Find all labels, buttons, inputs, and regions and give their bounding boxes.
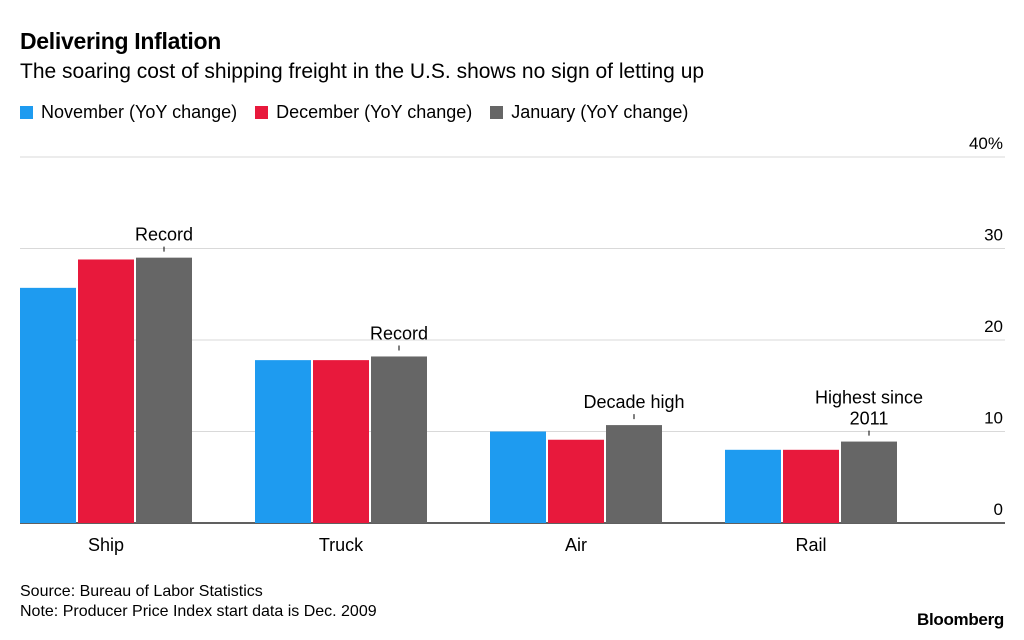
bar-ship-january bbox=[136, 257, 192, 523]
x-tick-label-air: Air bbox=[565, 535, 587, 555]
legend-swatch-november bbox=[20, 106, 33, 119]
bar-truck-november bbox=[255, 360, 311, 523]
x-tick-label-ship: Ship bbox=[88, 535, 124, 555]
y-tick-label-2: 20 bbox=[984, 317, 1003, 336]
annotation-label-ship: Record bbox=[135, 225, 193, 245]
legend-item-november: November (YoY change) bbox=[20, 102, 237, 123]
legend-swatch-december bbox=[255, 106, 269, 119]
y-tick-label-4: 40% bbox=[969, 134, 1003, 153]
legend: November (YoY change) December (YoY chan… bbox=[20, 102, 688, 123]
bar-air-january bbox=[606, 425, 662, 523]
y-tick-label-1: 10 bbox=[984, 409, 1003, 428]
annotation-label-rail-1: 2011 bbox=[850, 409, 889, 429]
chart-subtitle: The soaring cost of shipping freight in … bbox=[20, 60, 705, 83]
legend-swatch-january bbox=[490, 106, 504, 119]
bar-ship-november bbox=[20, 287, 76, 523]
bar-rail-december bbox=[783, 449, 839, 523]
bar-air-november bbox=[490, 431, 546, 523]
bar-ship-december bbox=[78, 259, 134, 523]
legend-item-january: January (YoY change) bbox=[490, 102, 688, 123]
legend-label-january: January (YoY change) bbox=[511, 102, 689, 122]
bar-air-december bbox=[548, 439, 604, 523]
annotation-label-air: Decade high bbox=[583, 392, 684, 412]
chart-title: Delivering Inflation bbox=[20, 28, 222, 54]
legend-label-december: December (YoY change) bbox=[276, 102, 473, 122]
legend-item-december: December (YoY change) bbox=[255, 102, 472, 123]
annotation-label-truck: Record bbox=[370, 323, 428, 343]
source-note: Source: Bureau of Labor Statistics bbox=[20, 583, 263, 600]
y-tick-label-0: 0 bbox=[994, 500, 1003, 519]
bar-truck-december bbox=[313, 360, 369, 523]
annotation-label-rail-0: Highest since bbox=[815, 388, 923, 408]
x-tick-label-rail: Rail bbox=[795, 535, 826, 555]
bloomberg-logo: Bloomberg bbox=[916, 610, 1004, 629]
bar-rail-november bbox=[725, 449, 781, 523]
y-tick-label-3: 30 bbox=[984, 226, 1003, 245]
legend-label-november: November (YoY change) bbox=[41, 102, 238, 122]
bar-rail-january bbox=[841, 441, 897, 523]
methodology-note: Note: Producer Price Index start data is… bbox=[20, 603, 377, 620]
bar-truck-january bbox=[371, 356, 427, 523]
x-tick-label-truck: Truck bbox=[319, 535, 364, 555]
